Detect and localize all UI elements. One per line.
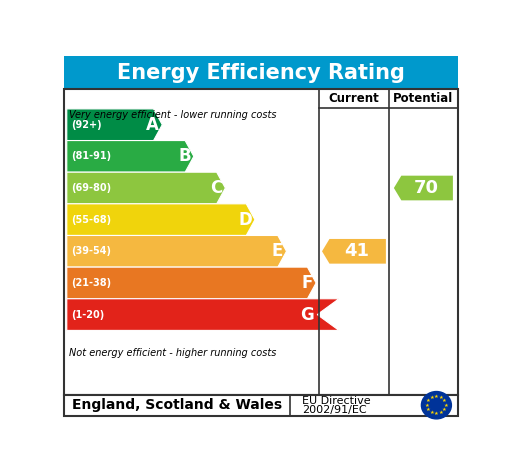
Polygon shape	[67, 204, 255, 235]
Text: 41: 41	[345, 242, 370, 260]
Text: EU Directive: EU Directive	[302, 396, 371, 406]
Text: ★: ★	[434, 411, 439, 416]
Text: 2002/91/EC: 2002/91/EC	[302, 404, 367, 415]
Text: ★: ★	[425, 403, 430, 408]
Text: ★: ★	[439, 396, 443, 400]
Text: Energy Efficiency Rating: Energy Efficiency Rating	[117, 63, 405, 83]
Text: Very energy efficient - lower running costs: Very energy efficient - lower running co…	[69, 110, 276, 120]
Text: Current: Current	[329, 92, 379, 105]
Text: B: B	[178, 148, 191, 165]
Polygon shape	[67, 235, 287, 267]
Text: C: C	[210, 179, 222, 197]
Text: (55-68): (55-68)	[71, 215, 111, 225]
Text: England, Scotland & Wales: England, Scotland & Wales	[72, 398, 282, 412]
Text: ★: ★	[442, 407, 447, 412]
Polygon shape	[67, 172, 225, 204]
Polygon shape	[67, 267, 316, 299]
Text: D: D	[238, 211, 252, 229]
Text: (1-20): (1-20)	[71, 310, 105, 319]
Text: ★: ★	[430, 396, 434, 400]
Text: Potential: Potential	[393, 92, 454, 105]
Text: ★: ★	[443, 403, 448, 408]
Text: F: F	[301, 274, 313, 292]
Text: ★: ★	[426, 398, 431, 403]
Text: ★: ★	[426, 407, 431, 412]
Polygon shape	[67, 109, 162, 141]
Polygon shape	[67, 299, 339, 331]
Bar	[64, 395, 458, 416]
Text: ★: ★	[439, 410, 443, 415]
Text: Not energy efficient - higher running costs: Not energy efficient - higher running co…	[69, 348, 276, 358]
Text: (21-38): (21-38)	[71, 278, 111, 288]
Text: G: G	[300, 305, 314, 324]
Circle shape	[421, 391, 451, 419]
Text: (81-91): (81-91)	[71, 151, 111, 162]
Text: A: A	[146, 116, 159, 134]
Text: ★: ★	[430, 410, 434, 415]
Bar	[64, 89, 458, 395]
Text: (69-80): (69-80)	[71, 183, 111, 193]
Text: ★: ★	[434, 394, 439, 399]
Text: (92+): (92+)	[71, 120, 102, 130]
Bar	[64, 56, 458, 89]
Polygon shape	[67, 141, 194, 172]
Text: (39-54): (39-54)	[71, 246, 111, 256]
Polygon shape	[394, 176, 453, 200]
Text: 70: 70	[414, 179, 439, 197]
Polygon shape	[322, 239, 386, 264]
Text: ★: ★	[442, 398, 447, 403]
Text: E: E	[272, 242, 284, 260]
